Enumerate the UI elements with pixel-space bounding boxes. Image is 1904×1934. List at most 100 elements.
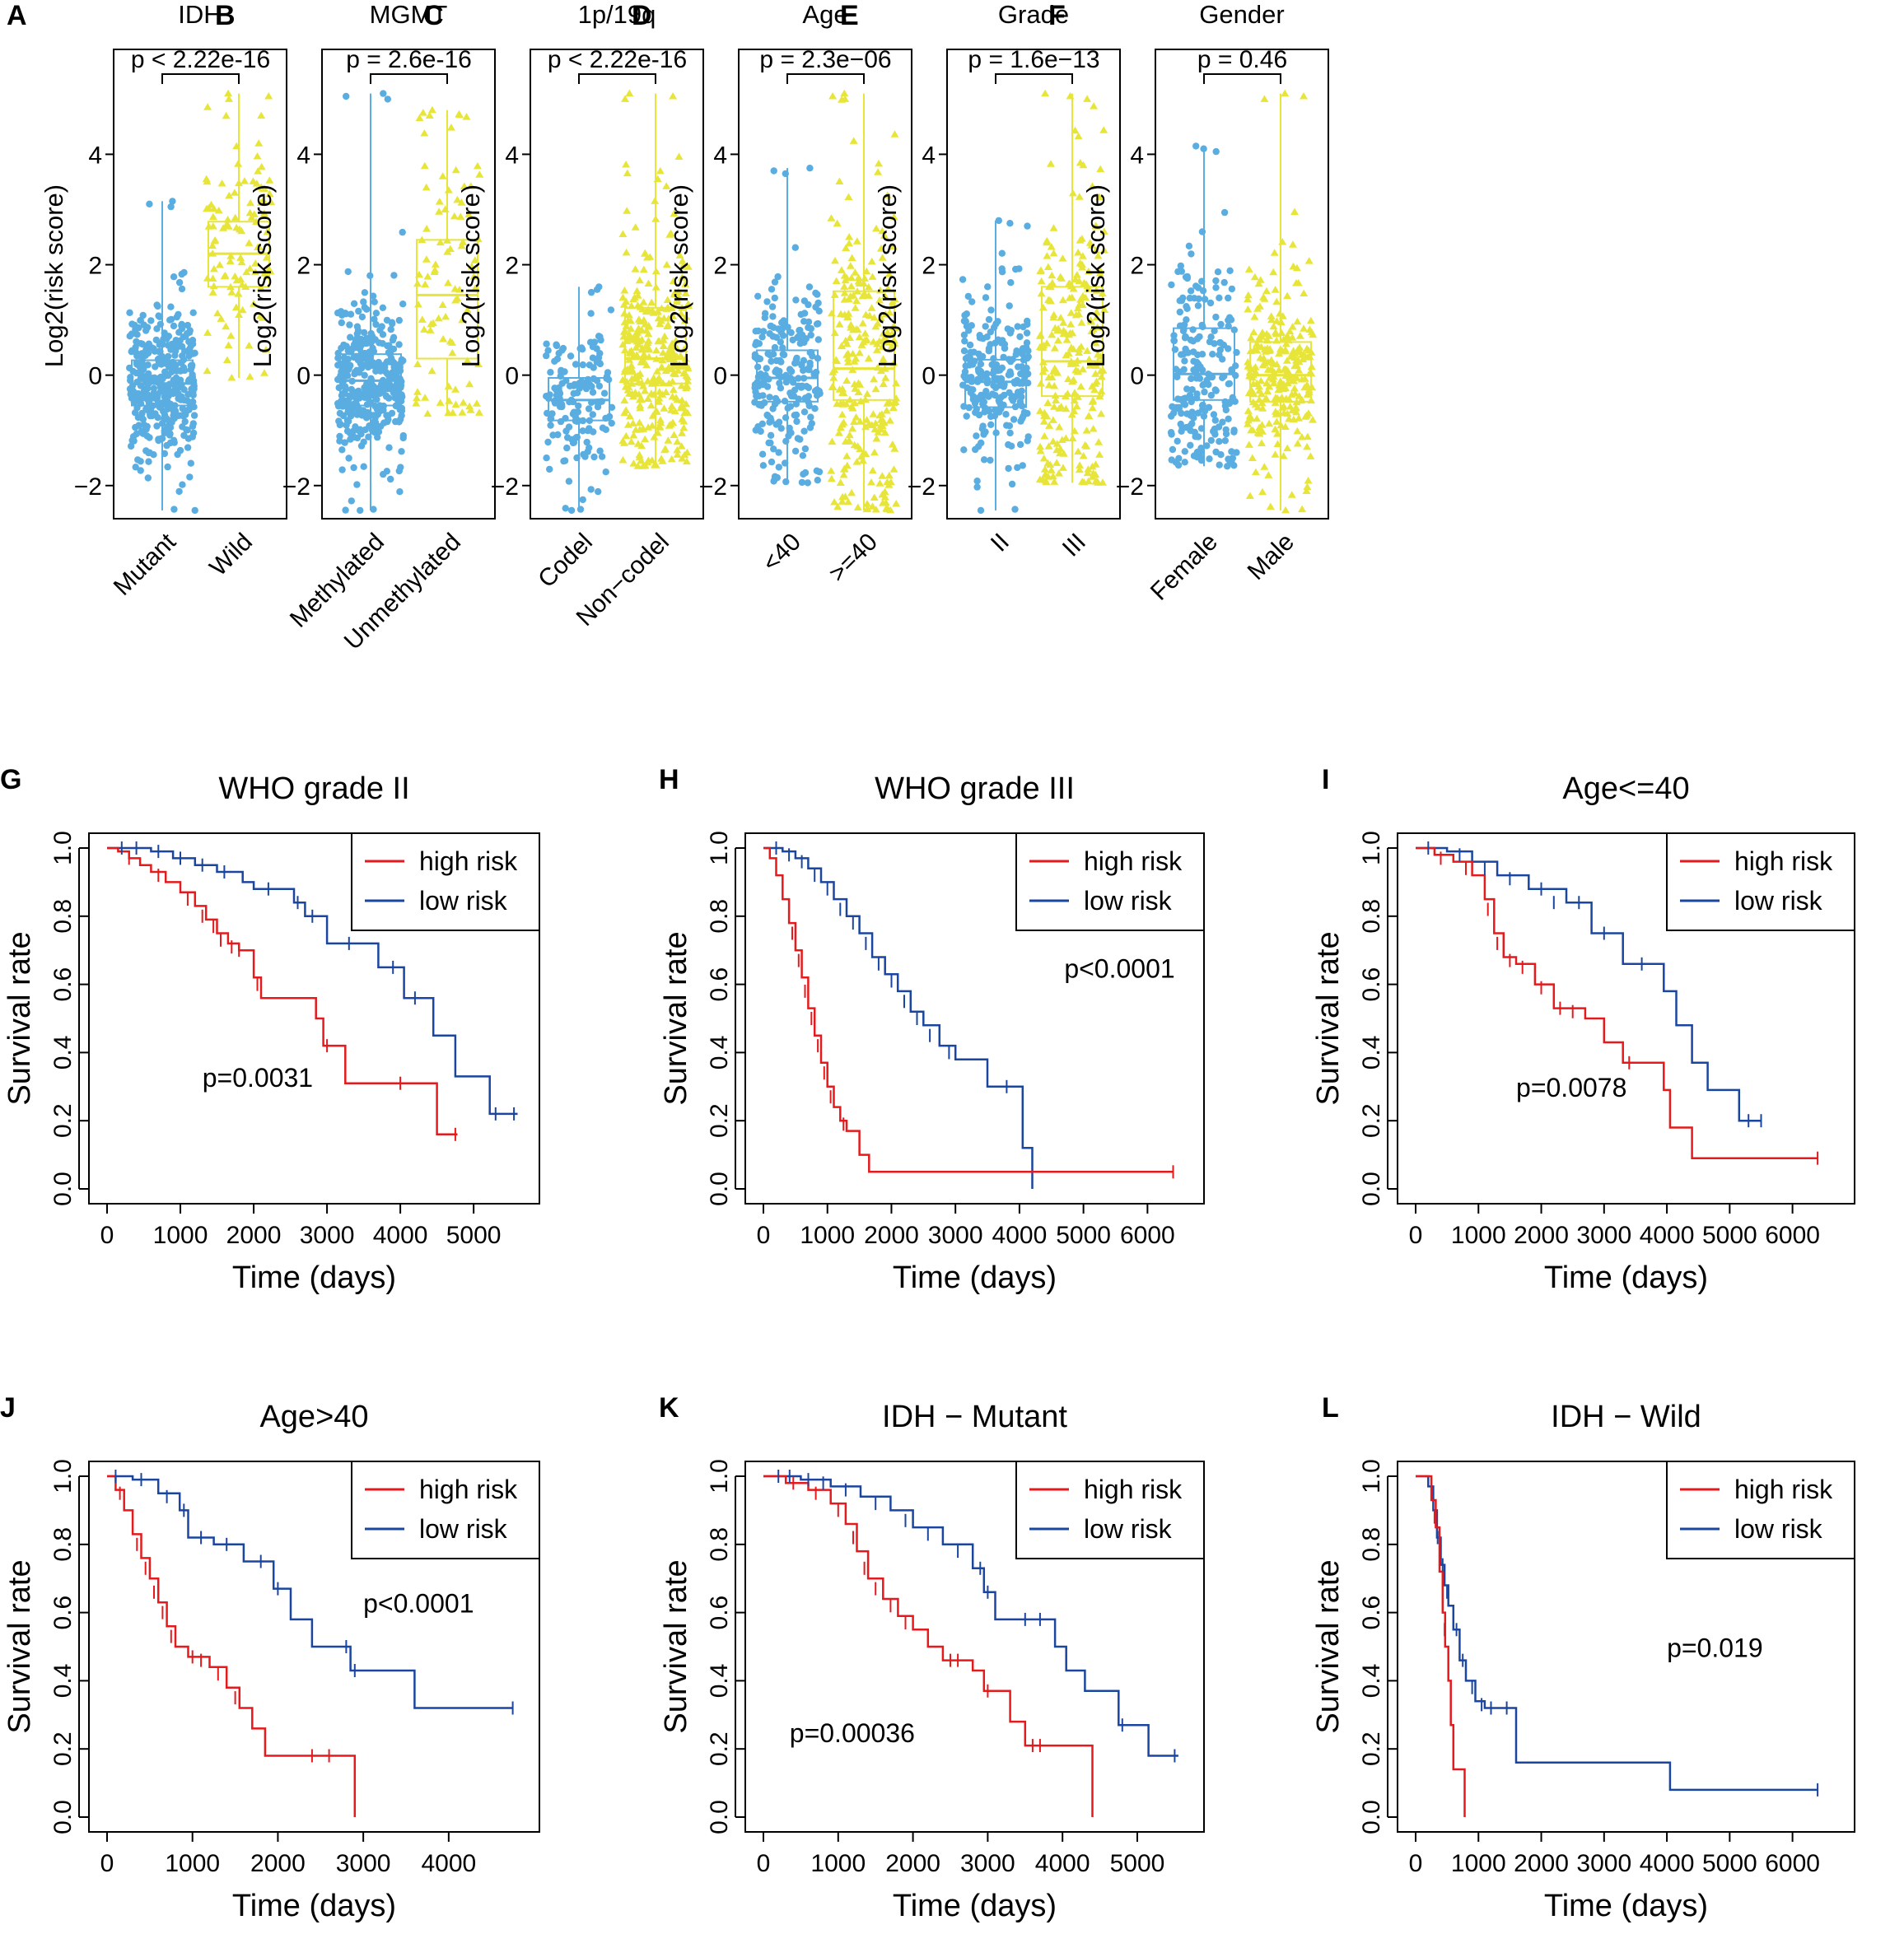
data-point: [797, 310, 805, 319]
data-point: [1183, 316, 1190, 324]
data-point: [805, 324, 812, 331]
data-point: [1016, 440, 1024, 449]
data-point: [1088, 182, 1097, 189]
data-point: [372, 367, 380, 375]
data-point: [866, 311, 874, 319]
data-point: [554, 431, 562, 439]
data-point: [1006, 356, 1013, 363]
data-point: [184, 444, 192, 451]
legend-box: [1015, 1461, 1205, 1559]
data-point: [371, 298, 378, 305]
data-point: [397, 379, 404, 386]
data-point: [1176, 322, 1184, 329]
data-point: [133, 350, 141, 357]
data-point: [992, 429, 1000, 436]
data-point: [838, 497, 847, 505]
data-point: [608, 403, 616, 411]
data-point: [767, 431, 775, 439]
data-point: [1178, 268, 1186, 275]
data-point: [436, 398, 445, 406]
data-point: [445, 397, 454, 404]
data-point: [389, 336, 397, 344]
data-point: [1088, 473, 1097, 480]
data-point: [451, 400, 460, 408]
data-point: [641, 249, 649, 257]
data-point: [436, 238, 445, 246]
data-point: [1005, 440, 1012, 449]
data-point: [369, 359, 377, 366]
data-point: [369, 292, 377, 300]
data-point: [1180, 395, 1188, 403]
data-point: [355, 307, 362, 315]
data-point: [161, 329, 168, 337]
data-point: [768, 286, 776, 293]
data-point: [890, 130, 899, 137]
data-point: [1211, 431, 1219, 438]
data-point: [856, 445, 865, 453]
data-point: [455, 110, 464, 119]
data-point: [1186, 391, 1194, 399]
data-point: [254, 139, 264, 147]
y-axis-label: Log2(risk score): [873, 184, 902, 367]
data-point: [1222, 406, 1230, 414]
data-point: [1199, 406, 1206, 413]
p-value: p=0.00036: [790, 1718, 915, 1748]
data-point: [1187, 441, 1194, 449]
data-point: [1278, 347, 1287, 355]
data-point: [593, 286, 601, 293]
data-point: [1267, 315, 1276, 324]
data-point: [844, 437, 853, 445]
data-point: [964, 384, 971, 392]
data-point: [978, 352, 987, 361]
data-point: [776, 357, 784, 364]
data-point: [175, 343, 184, 350]
data-point: [835, 177, 844, 184]
data-point: [145, 380, 152, 387]
data-point: [848, 366, 857, 373]
data-point: [618, 340, 628, 348]
p-value: p<0.0001: [363, 1589, 474, 1619]
data-point: [1189, 338, 1197, 345]
y-tick-label: 2: [713, 253, 727, 280]
data-point: [977, 506, 985, 515]
data-point: [427, 366, 436, 375]
data-point: [1001, 391, 1008, 399]
data-point: [1067, 293, 1076, 301]
data-point: [1303, 442, 1312, 450]
data-point: [1049, 313, 1058, 321]
data-point: [1244, 440, 1253, 448]
data-point: [1083, 95, 1092, 102]
data-point: [799, 382, 806, 389]
y-tick-label: 1.0: [49, 831, 77, 865]
data-point: [1264, 471, 1273, 478]
data-point: [878, 254, 887, 261]
data-point: [884, 270, 894, 277]
data-point: [240, 177, 249, 184]
data-point: [370, 382, 377, 390]
data-point: [774, 273, 782, 281]
data-point: [651, 283, 660, 291]
data-point: [1019, 350, 1026, 358]
data-point: [544, 409, 551, 417]
data-point: [651, 408, 660, 415]
data-point: [801, 445, 810, 453]
data-point: [1078, 252, 1087, 259]
data-point: [828, 437, 837, 445]
data-point: [565, 478, 573, 485]
data-point: [755, 340, 763, 347]
data-point: [873, 363, 882, 371]
data-point: [563, 444, 571, 452]
data-point: [1183, 303, 1190, 310]
data-point: [1096, 352, 1105, 360]
data-point: [1052, 396, 1061, 403]
panel-title: Gender: [1199, 0, 1284, 29]
data-point: [670, 209, 679, 217]
data-point: [161, 393, 168, 401]
data-point: [842, 461, 852, 469]
data-point: [778, 319, 786, 326]
data-point: [1005, 464, 1012, 473]
data-point: [259, 209, 268, 217]
data-point: [347, 333, 354, 341]
data-point: [1024, 437, 1031, 445]
